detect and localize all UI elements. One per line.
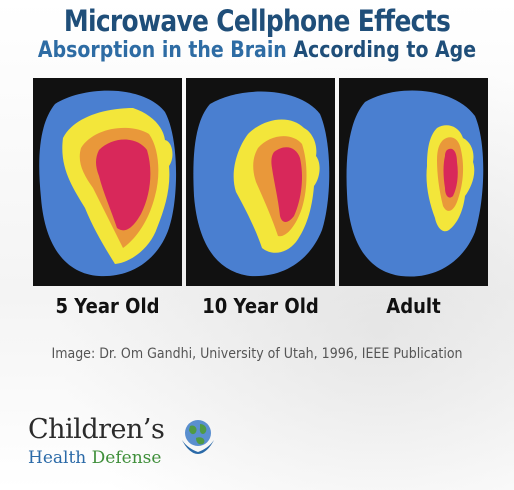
page-title: Microwave Cellphone Effects — [63, 4, 451, 38]
page-subtitle: Absorption in the Brain According to Age — [36, 38, 478, 63]
globe-hands-icon — [182, 420, 214, 454]
logo-text-line1: Children’s — [28, 414, 165, 445]
scan-image-10-year-old — [186, 78, 335, 286]
logo-text-line2: Health Defense — [28, 448, 161, 468]
scan-image-5-year-old — [33, 78, 182, 286]
age-label-5-year-old: 5 Year Old — [55, 294, 160, 318]
age-label-10-year-old: 10 Year Old — [202, 294, 319, 318]
scan-image-adult — [339, 78, 488, 286]
age-label-adult: Adult — [386, 294, 441, 318]
image-credit: Image: Dr. Om Gandhi, University of Utah… — [51, 346, 463, 362]
logo-text-defense: Defense — [91, 448, 162, 468]
logo-text-health: Health — [28, 448, 92, 468]
subtitle-plain: Absorption in the Brain — [37, 38, 294, 63]
subtitle-bold: According to Age — [293, 38, 477, 63]
childrens-health-defense-logo: Children’s Health Defense — [28, 412, 248, 482]
